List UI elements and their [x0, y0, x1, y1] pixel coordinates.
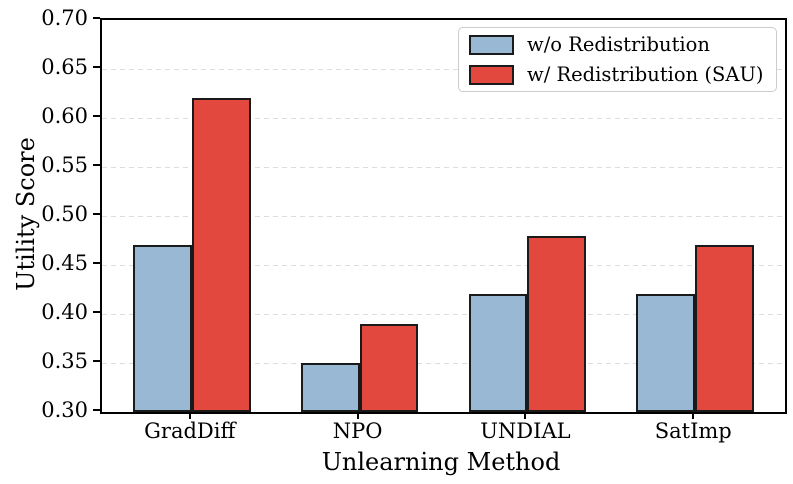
- y-tick-mark: [93, 115, 100, 117]
- bar-npo-series-0: [300, 363, 360, 412]
- x-axis-title: Unlearning Method: [321, 448, 561, 476]
- gridline: [102, 363, 785, 364]
- x-tick-mark: [524, 412, 527, 419]
- y-tick-mark: [93, 17, 100, 19]
- legend-item-with-redistribution: w/ Redistribution (SAU): [469, 63, 766, 86]
- gridline: [102, 314, 785, 315]
- gridline: [102, 167, 785, 168]
- y-tick-label: 0.45: [41, 251, 88, 275]
- gridline: [102, 265, 785, 266]
- legend-label: w/ Redistribution (SAU): [527, 63, 764, 86]
- x-tick-mark: [188, 412, 191, 419]
- bar-undial-series-1: [527, 235, 587, 412]
- y-tick-label: 0.50: [41, 202, 88, 226]
- legend-swatch-without-redistribution: [469, 34, 514, 55]
- y-tick-label: 0.40: [41, 300, 88, 324]
- y-tick-label: 0.65: [41, 55, 88, 79]
- bar-graddiff-series-0: [133, 245, 192, 412]
- y-tick-mark: [93, 66, 100, 68]
- legend-item-without-redistribution: w/o Redistribution: [469, 33, 766, 56]
- y-tick-label: 0.70: [41, 6, 88, 30]
- gridline: [102, 118, 785, 119]
- y-tick-label: 0.30: [41, 398, 88, 422]
- y-tick-label: 0.60: [41, 104, 88, 128]
- gridline: [102, 216, 785, 217]
- legend-label: w/o Redistribution: [527, 33, 710, 56]
- y-tick-mark: [93, 409, 100, 411]
- bar-satimp-series-0: [636, 294, 696, 412]
- y-tick-mark: [93, 311, 100, 313]
- legend: w/o Redistribution w/ Redistribution (SA…: [458, 27, 777, 92]
- x-tick-mark: [356, 412, 359, 419]
- y-tick-label: 0.35: [41, 349, 88, 373]
- legend-swatch-with-redistribution: [469, 64, 514, 85]
- y-tick-mark: [93, 360, 100, 362]
- bar-graddiff-series-1: [191, 98, 251, 412]
- x-tick-mark: [692, 412, 695, 419]
- y-tick-mark: [93, 213, 100, 215]
- y-tick-mark: [93, 262, 100, 264]
- x-tick-label: UNDIAL: [480, 419, 571, 443]
- bar-satimp-series-1: [695, 245, 754, 412]
- gridline: [102, 69, 785, 70]
- x-tick-label: SatImp: [654, 419, 732, 443]
- bar-undial-series-0: [468, 294, 528, 412]
- x-tick-label: GradDiff: [144, 419, 236, 443]
- bar-npo-series-1: [359, 323, 419, 412]
- x-tick-label: NPO: [332, 419, 383, 443]
- y-tick-label: 0.55: [41, 153, 88, 177]
- y-tick-mark: [93, 164, 100, 166]
